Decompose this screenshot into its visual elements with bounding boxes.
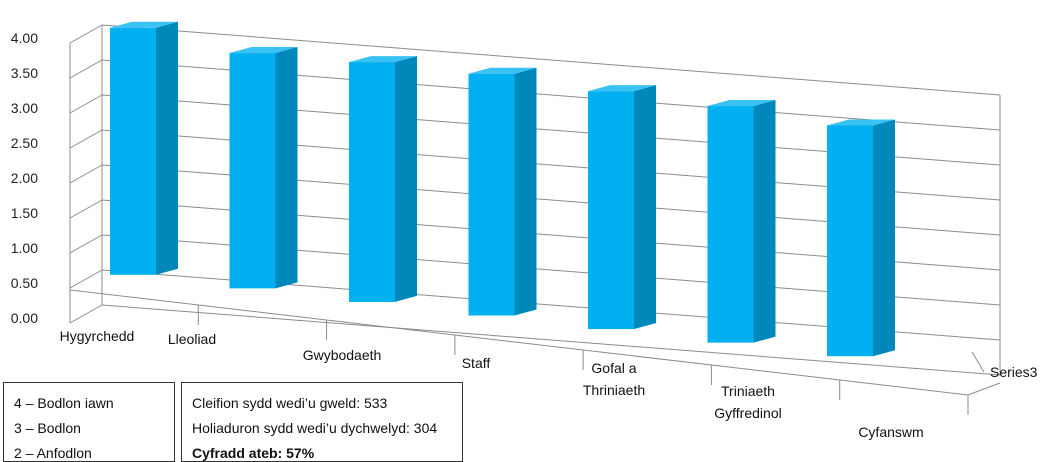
bar-front: [349, 62, 395, 302]
category-label: Triniaeth: [721, 383, 775, 399]
bar: [229, 47, 298, 289]
bar-side: [634, 85, 656, 330]
y-tick-label: 2.50: [11, 135, 38, 151]
category-label: Lleoliad: [168, 331, 216, 347]
side-gridline: [69, 59, 103, 79]
side-gridline: [69, 164, 103, 184]
bar: [827, 119, 895, 357]
axes: 0.00 0.50 1.00 1.50 2.00 2.50 3.00 3.50 4.00: [11, 25, 1001, 415]
category-label: Thriniaeth: [583, 382, 645, 398]
bar-side: [395, 56, 417, 302]
bar-side: [514, 67, 537, 316]
side-gridline: [69, 234, 103, 254]
side-gridline: [69, 199, 103, 219]
bar-front: [229, 53, 276, 289]
bar: [468, 67, 537, 316]
side-gridline: [69, 24, 103, 44]
y-tick-label: 1.00: [11, 240, 38, 256]
bar: [707, 100, 776, 343]
patients-seen-text: Cleifion sydd wedi’u gweld: 533: [192, 395, 388, 411]
bar-side: [275, 47, 298, 289]
depth-axis-tick: [971, 351, 985, 373]
side-gridline: [69, 269, 103, 289]
response-rate-text: Cyfradd ateb: 57%: [192, 445, 315, 461]
response-stats-box: Cleifion sydd wedi’u gweld: 533 Holiadur…: [181, 382, 463, 462]
bar-front: [588, 91, 634, 330]
scale-line-2: 2 – Anfodlon: [14, 445, 92, 461]
side-gridline: [69, 304, 103, 324]
floor-right-edge: [967, 382, 1001, 396]
category-label: Gwybodaeth: [303, 347, 382, 363]
category-label: Gyffredinol: [714, 405, 781, 421]
bar-chart: 0.00 0.50 1.00 1.50 2.00 2.50 3.00 3.50 4.00 Ser…: [11, 21, 1038, 440]
y-tick-label: 0.00: [11, 310, 38, 326]
y-tick-label: 4.00: [11, 30, 38, 46]
bar-top: [827, 119, 895, 126]
bars: [110, 21, 895, 357]
side-gridline: [69, 94, 103, 114]
bar: [349, 56, 417, 302]
bar-top: [707, 100, 776, 107]
bar-front: [827, 125, 873, 357]
category-label: Hygyrchedd: [60, 328, 135, 344]
gridline: [101, 24, 1001, 96]
bar-side: [753, 100, 776, 343]
bar-top: [588, 85, 656, 92]
y-tick-label: 0.50: [11, 275, 38, 291]
scale-line-3: 3 – Bodlon: [14, 420, 81, 436]
questionnaires-returned-text: Holiaduron sydd wedi’u dychwelyd: 304: [192, 420, 438, 436]
bar-top: [110, 21, 178, 28]
labels: Series3 Hygyrchedd Lleoliad Gwybodaeth Staff…: [60, 328, 1038, 440]
y-tick-label: 1.50: [11, 205, 38, 221]
bar: [110, 21, 178, 275]
y-tick-label: 2.00: [11, 170, 38, 186]
category-label: Gofal a: [591, 360, 636, 376]
series-depth-label: Series3: [990, 364, 1038, 380]
y-tick-label: 3.50: [11, 65, 38, 81]
category-label: Staff: [462, 355, 491, 371]
bar-front: [468, 73, 515, 316]
bar-top: [349, 56, 417, 63]
side-gridline: [69, 129, 103, 149]
floor-front-edge: [69, 289, 969, 396]
bar-top: [468, 67, 537, 74]
bar: [588, 85, 656, 330]
bar-top: [229, 47, 298, 54]
y-tick-label: 3.00: [11, 100, 38, 116]
bar-side: [873, 119, 895, 357]
gridline: [101, 304, 1001, 376]
scale-line-4: 4 – Bodlon iawn: [14, 395, 114, 411]
bar-front: [707, 106, 754, 343]
category-label: Cyfanswm: [858, 424, 923, 440]
bar-side: [156, 21, 178, 275]
rating-scale-legend: 4 – Bodlon iawn 3 – Bodlon 2 – Anfodlon: [3, 382, 175, 462]
bar-front: [110, 27, 156, 275]
